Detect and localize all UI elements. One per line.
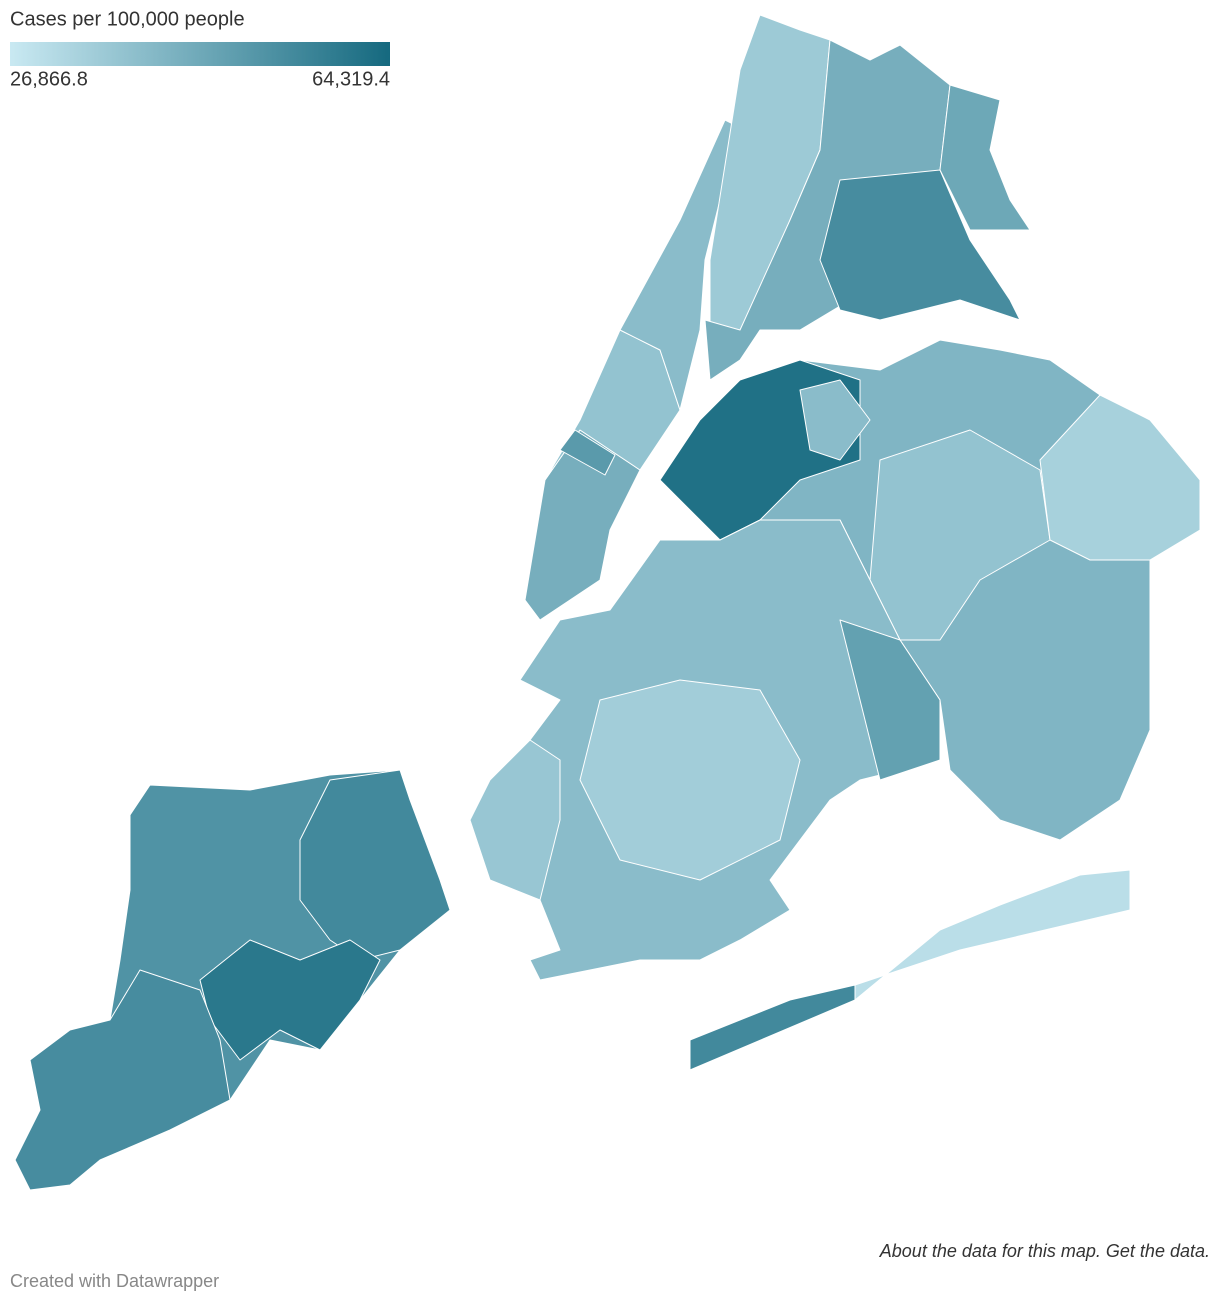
region[interactable]	[799, 379, 871, 461]
legend-title: Cases per 100,000 people	[10, 8, 245, 30]
region[interactable]	[559, 429, 616, 476]
legend-max-label: 64,319.4	[312, 68, 390, 90]
legend-gradient	[10, 42, 390, 66]
credit[interactable]: Created with Datawrapper	[10, 1271, 219, 1291]
legend-min-label: 26,866.8	[10, 68, 88, 90]
region[interactable]	[854, 869, 1131, 1001]
region[interactable]	[469, 739, 561, 901]
region[interactable]	[579, 679, 801, 881]
regions	[14, 14, 1201, 1191]
region[interactable]	[14, 969, 231, 1191]
region[interactable]	[839, 619, 941, 781]
region[interactable]	[704, 39, 951, 381]
region[interactable]	[1039, 394, 1201, 561]
region[interactable]	[939, 84, 1031, 231]
region[interactable]	[689, 984, 856, 1071]
region[interactable]	[819, 169, 1021, 321]
data-note[interactable]: About the data for this map. Get the dat…	[879, 1241, 1210, 1261]
region[interactable]	[299, 769, 451, 961]
region[interactable]	[199, 939, 381, 1061]
